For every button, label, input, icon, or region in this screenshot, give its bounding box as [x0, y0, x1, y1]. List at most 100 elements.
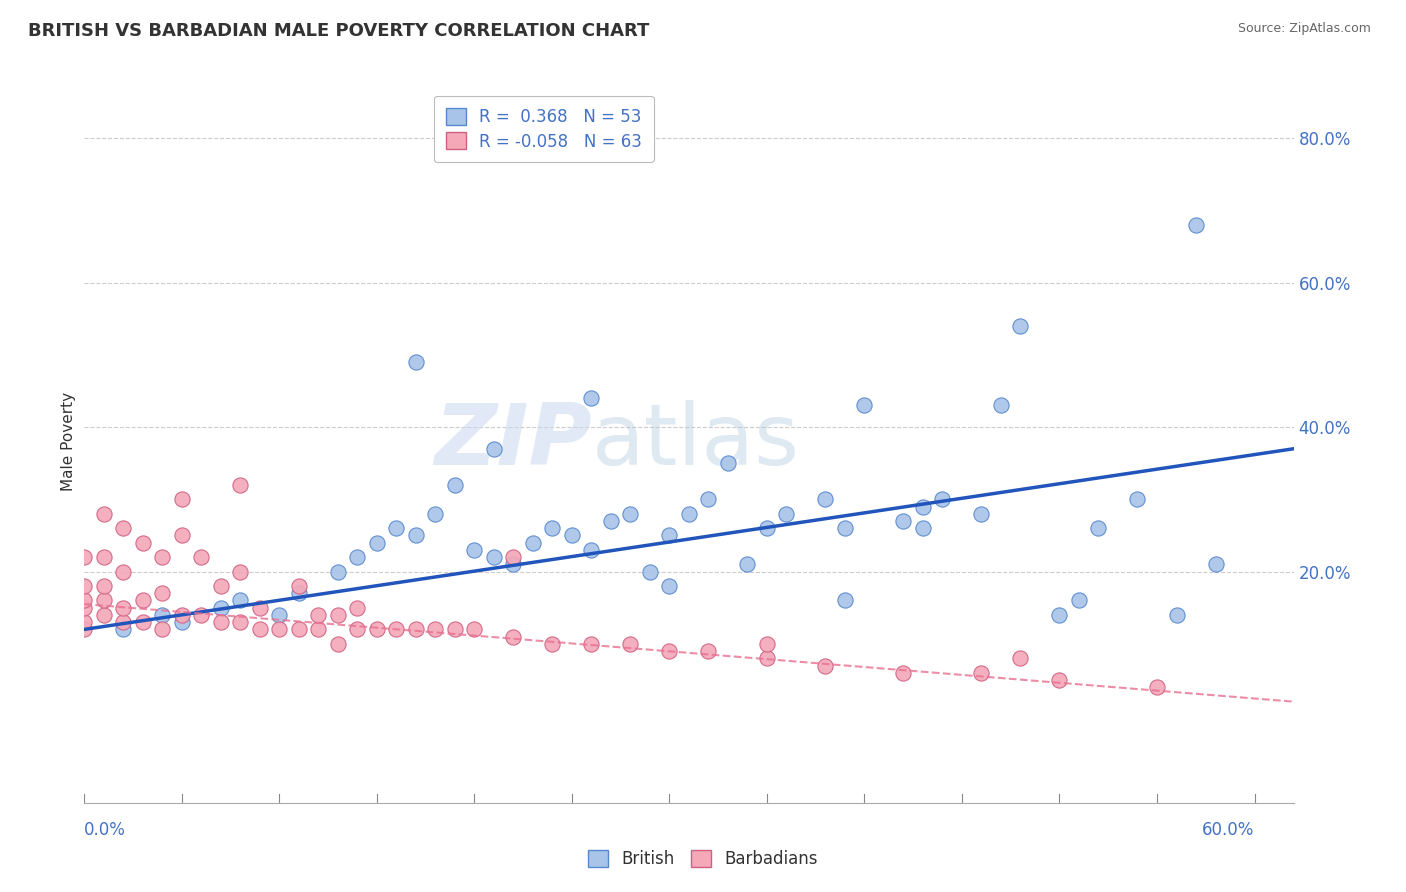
Point	[541, 521, 564, 535]
Legend: British, Barbadians: British, Barbadians	[581, 843, 825, 875]
Point	[288, 623, 311, 637]
Point	[229, 615, 252, 630]
Point	[834, 593, 856, 607]
Point	[93, 607, 115, 622]
Point	[170, 615, 193, 630]
Point	[73, 579, 96, 593]
Point	[463, 542, 485, 557]
Point	[190, 550, 212, 565]
Point	[755, 637, 778, 651]
Point	[658, 528, 681, 542]
Point	[1049, 607, 1071, 622]
Point	[112, 623, 135, 637]
Point	[482, 442, 505, 456]
Point	[73, 593, 96, 607]
Text: ZIP: ZIP	[434, 400, 592, 483]
Point	[911, 521, 934, 535]
Point	[619, 637, 641, 651]
Point	[1010, 318, 1032, 333]
Point	[73, 550, 96, 565]
Point	[463, 623, 485, 637]
Point	[1087, 521, 1109, 535]
Point	[541, 637, 564, 651]
Point	[755, 651, 778, 665]
Point	[288, 586, 311, 600]
Point	[366, 623, 388, 637]
Text: Source: ZipAtlas.com: Source: ZipAtlas.com	[1237, 22, 1371, 36]
Point	[150, 607, 173, 622]
Point	[600, 514, 623, 528]
Point	[209, 600, 232, 615]
Point	[1205, 558, 1227, 572]
Point	[269, 607, 291, 622]
Point	[132, 535, 155, 549]
Point	[229, 593, 252, 607]
Point	[1067, 593, 1090, 607]
Point	[931, 492, 953, 507]
Point	[911, 500, 934, 514]
Point	[229, 478, 252, 492]
Point	[269, 623, 291, 637]
Point	[73, 623, 96, 637]
Point	[814, 658, 837, 673]
Point	[346, 600, 368, 615]
Legend: R =  0.368   N = 53, R = -0.058   N = 63: R = 0.368 N = 53, R = -0.058 N = 63	[434, 95, 654, 162]
Point	[385, 623, 408, 637]
Text: 0.0%: 0.0%	[84, 821, 127, 838]
Point	[502, 550, 524, 565]
Point	[522, 535, 544, 549]
Point	[425, 507, 447, 521]
Point	[132, 593, 155, 607]
Point	[717, 456, 740, 470]
Text: BRITISH VS BARBADIAN MALE POVERTY CORRELATION CHART: BRITISH VS BARBADIAN MALE POVERTY CORREL…	[28, 22, 650, 40]
Point	[502, 630, 524, 644]
Point	[112, 600, 135, 615]
Point	[190, 607, 212, 622]
Point	[366, 535, 388, 549]
Point	[444, 478, 467, 492]
Point	[658, 579, 681, 593]
Point	[658, 644, 681, 658]
Point	[1185, 218, 1208, 232]
Point	[209, 615, 232, 630]
Point	[150, 586, 173, 600]
Point	[346, 623, 368, 637]
Point	[814, 492, 837, 507]
Point	[581, 391, 603, 405]
Point	[132, 615, 155, 630]
Point	[834, 521, 856, 535]
Point	[990, 398, 1012, 412]
Point	[249, 600, 271, 615]
Point	[482, 550, 505, 565]
Point	[697, 492, 720, 507]
Point	[73, 600, 96, 615]
Point	[229, 565, 252, 579]
Point	[1049, 673, 1071, 687]
Point	[93, 550, 115, 565]
Point	[170, 528, 193, 542]
Point	[405, 528, 427, 542]
Point	[112, 565, 135, 579]
Point	[93, 507, 115, 521]
Point	[112, 615, 135, 630]
Point	[385, 521, 408, 535]
Point	[307, 607, 329, 622]
Point	[893, 665, 915, 680]
Point	[893, 514, 915, 528]
Point	[1146, 680, 1168, 694]
Point	[209, 579, 232, 593]
Point	[307, 623, 329, 637]
Point	[73, 615, 96, 630]
Point	[326, 607, 349, 622]
Point	[405, 623, 427, 637]
Point	[678, 507, 700, 521]
Point	[1126, 492, 1149, 507]
Point	[737, 558, 759, 572]
Point	[853, 398, 876, 412]
Text: atlas: atlas	[592, 400, 800, 483]
Point	[150, 623, 173, 637]
Point	[93, 579, 115, 593]
Point	[170, 492, 193, 507]
Point	[970, 665, 993, 680]
Point	[326, 637, 349, 651]
